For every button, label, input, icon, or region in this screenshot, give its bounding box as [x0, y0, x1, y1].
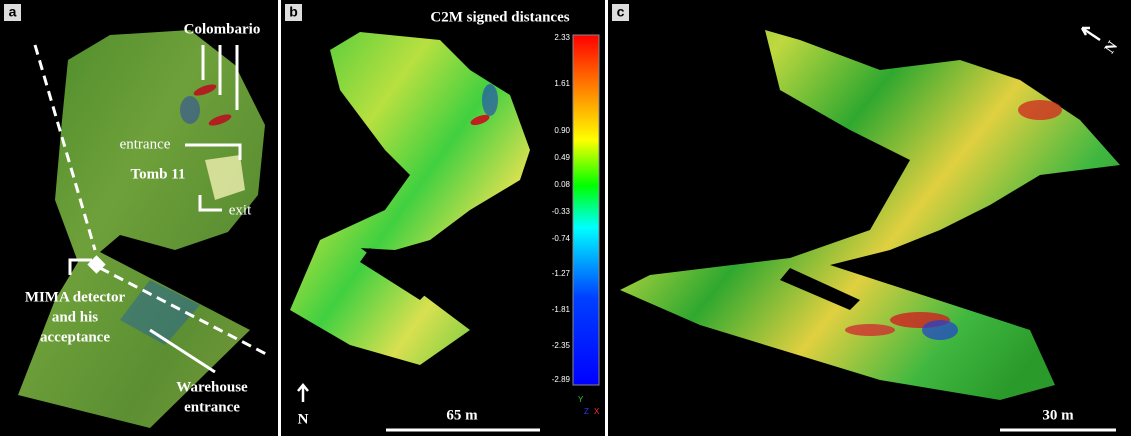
- colorbar-tick-label: -2.35: [552, 341, 571, 350]
- annotation: entrance: [184, 399, 240, 415]
- annotation: Warehouse: [176, 379, 248, 395]
- panel-label: a: [9, 4, 17, 20]
- colorbar-tick-label: 0.90: [554, 126, 570, 135]
- colorbar-tick-label: -0.74: [552, 234, 571, 243]
- axis-label: X: [594, 407, 600, 416]
- annotation: and his: [52, 309, 98, 325]
- colorbar-tick-label: -1.27: [552, 269, 571, 278]
- annotation: exit: [229, 202, 252, 218]
- scale-label: 65 m: [446, 407, 478, 423]
- panel-label: c: [617, 4, 625, 20]
- annotation: entrance: [120, 136, 171, 152]
- colorbar-tick-label: 2.33: [554, 33, 570, 42]
- panel-label: b: [289, 4, 298, 20]
- axis-label: Y: [578, 395, 584, 404]
- feature: [482, 84, 498, 116]
- feature: [1018, 100, 1062, 120]
- colorbar-tick-label: -1.81: [552, 305, 571, 314]
- north-label: N: [298, 411, 309, 427]
- colorbar-tick-label: -2.89: [552, 375, 571, 384]
- annotation: acceptance: [40, 329, 110, 345]
- feature: [922, 320, 958, 340]
- figure: a Colombario entrance Tomb 11 exit MIMA …: [0, 0, 1131, 436]
- annotation: Tomb 11: [131, 166, 186, 182]
- panel-c: N 30 m c: [608, 0, 1131, 436]
- annotation: Colombario: [184, 21, 261, 37]
- panel-a: a Colombario entrance Tomb 11 exit MIMA …: [0, 0, 278, 436]
- scale-label: 30 m: [1042, 407, 1074, 423]
- colorbar-tick-label: 0.08: [554, 180, 570, 189]
- colorbar-tick-label: -0.33: [552, 207, 571, 216]
- colorbar-tick-label: 1.61: [554, 79, 570, 88]
- feature: [180, 96, 200, 124]
- axis-label: Z: [584, 407, 589, 416]
- feature: [845, 324, 895, 336]
- panel-b: 2.33 1.61 0.90 0.49 0.08 -0.33 -0.74 -1.27 -1.81…: [281, 0, 605, 436]
- colorbar-title: C2M signed distances: [430, 9, 569, 25]
- colorbar: [573, 35, 599, 385]
- colorbar-tick-label: 0.49: [554, 153, 570, 162]
- annotation: MIMA detector: [25, 289, 126, 305]
